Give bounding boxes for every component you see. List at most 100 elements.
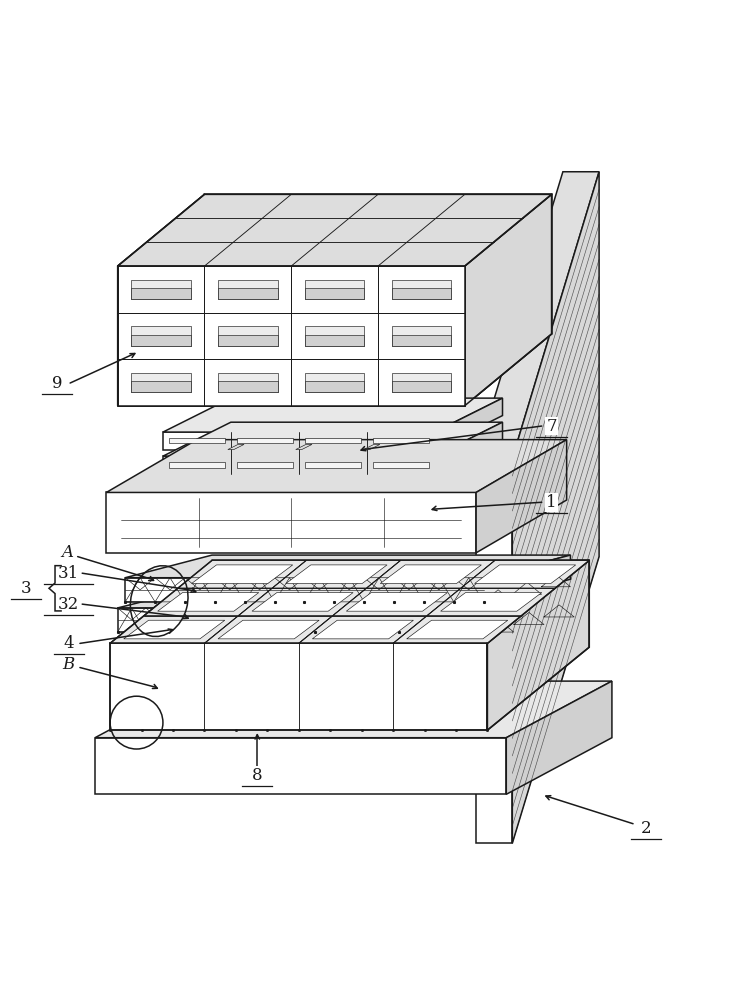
Polygon shape bbox=[252, 593, 353, 611]
Polygon shape bbox=[367, 560, 495, 588]
Polygon shape bbox=[218, 335, 277, 346]
Polygon shape bbox=[118, 359, 204, 406]
Polygon shape bbox=[218, 288, 277, 299]
Polygon shape bbox=[305, 335, 364, 346]
Polygon shape bbox=[107, 440, 567, 492]
Polygon shape bbox=[132, 326, 191, 346]
Polygon shape bbox=[178, 560, 306, 588]
Polygon shape bbox=[305, 462, 361, 468]
Polygon shape bbox=[484, 585, 575, 632]
Polygon shape bbox=[373, 438, 429, 443]
Polygon shape bbox=[110, 560, 589, 643]
Polygon shape bbox=[305, 381, 364, 392]
Polygon shape bbox=[118, 608, 484, 632]
Polygon shape bbox=[125, 555, 571, 578]
Polygon shape bbox=[237, 438, 293, 443]
Polygon shape bbox=[296, 444, 312, 450]
Polygon shape bbox=[346, 593, 448, 611]
Polygon shape bbox=[125, 578, 484, 602]
Polygon shape bbox=[312, 620, 414, 639]
Polygon shape bbox=[204, 266, 291, 313]
Polygon shape bbox=[392, 288, 451, 299]
Polygon shape bbox=[95, 738, 507, 794]
Polygon shape bbox=[237, 462, 293, 468]
Polygon shape bbox=[118, 194, 204, 406]
Polygon shape bbox=[218, 280, 277, 299]
Polygon shape bbox=[378, 266, 465, 313]
Polygon shape bbox=[163, 398, 503, 432]
Polygon shape bbox=[393, 616, 522, 643]
Text: B: B bbox=[63, 656, 75, 673]
Text: A: A bbox=[61, 544, 73, 561]
Polygon shape bbox=[392, 326, 451, 346]
Polygon shape bbox=[204, 616, 333, 643]
Polygon shape bbox=[144, 588, 272, 616]
Polygon shape bbox=[118, 194, 552, 266]
Polygon shape bbox=[95, 681, 612, 738]
Polygon shape bbox=[291, 313, 378, 359]
Polygon shape bbox=[435, 422, 503, 474]
Polygon shape bbox=[158, 593, 259, 611]
Polygon shape bbox=[305, 373, 364, 392]
Text: 3: 3 bbox=[20, 580, 31, 597]
Polygon shape bbox=[169, 438, 225, 443]
Polygon shape bbox=[465, 194, 552, 406]
Text: 31: 31 bbox=[58, 565, 79, 582]
Polygon shape bbox=[364, 444, 380, 450]
Text: 4: 4 bbox=[64, 635, 74, 652]
Text: 2: 2 bbox=[640, 820, 651, 837]
Polygon shape bbox=[118, 334, 552, 406]
Polygon shape bbox=[110, 643, 488, 730]
Polygon shape bbox=[380, 565, 482, 584]
Polygon shape bbox=[238, 588, 367, 616]
Polygon shape bbox=[476, 172, 599, 458]
Polygon shape bbox=[163, 456, 435, 474]
Polygon shape bbox=[118, 266, 204, 313]
Polygon shape bbox=[299, 616, 427, 643]
Polygon shape bbox=[191, 565, 293, 584]
Text: 9: 9 bbox=[52, 375, 63, 392]
Polygon shape bbox=[228, 444, 244, 450]
Polygon shape bbox=[132, 280, 191, 299]
Polygon shape bbox=[118, 313, 204, 359]
Polygon shape bbox=[218, 381, 277, 392]
Polygon shape bbox=[488, 560, 589, 730]
Polygon shape bbox=[107, 492, 476, 553]
Polygon shape bbox=[476, 458, 513, 843]
Polygon shape bbox=[118, 585, 575, 608]
Polygon shape bbox=[132, 335, 191, 346]
Polygon shape bbox=[132, 373, 191, 392]
Polygon shape bbox=[272, 560, 401, 588]
Polygon shape bbox=[132, 381, 191, 392]
Polygon shape bbox=[204, 313, 291, 359]
Polygon shape bbox=[291, 266, 378, 313]
Polygon shape bbox=[305, 288, 364, 299]
Polygon shape bbox=[110, 616, 238, 643]
Polygon shape bbox=[392, 373, 451, 392]
Polygon shape bbox=[513, 172, 599, 843]
Polygon shape bbox=[118, 266, 465, 406]
Polygon shape bbox=[427, 588, 556, 616]
Polygon shape bbox=[435, 398, 503, 450]
Text: 7: 7 bbox=[547, 418, 557, 435]
Polygon shape bbox=[218, 620, 319, 639]
Polygon shape bbox=[124, 620, 225, 639]
Polygon shape bbox=[163, 422, 503, 456]
Polygon shape bbox=[286, 565, 387, 584]
Polygon shape bbox=[204, 359, 291, 406]
Polygon shape bbox=[132, 288, 191, 299]
Polygon shape bbox=[291, 359, 378, 406]
Polygon shape bbox=[392, 335, 451, 346]
Polygon shape bbox=[305, 326, 364, 346]
Polygon shape bbox=[484, 555, 571, 602]
Polygon shape bbox=[373, 462, 429, 468]
Polygon shape bbox=[507, 681, 612, 794]
Polygon shape bbox=[378, 313, 465, 359]
Polygon shape bbox=[305, 280, 364, 299]
Text: 8: 8 bbox=[252, 767, 262, 784]
Polygon shape bbox=[441, 593, 542, 611]
Text: 32: 32 bbox=[58, 596, 79, 613]
Polygon shape bbox=[407, 620, 508, 639]
Polygon shape bbox=[476, 440, 567, 553]
Polygon shape bbox=[392, 381, 451, 392]
